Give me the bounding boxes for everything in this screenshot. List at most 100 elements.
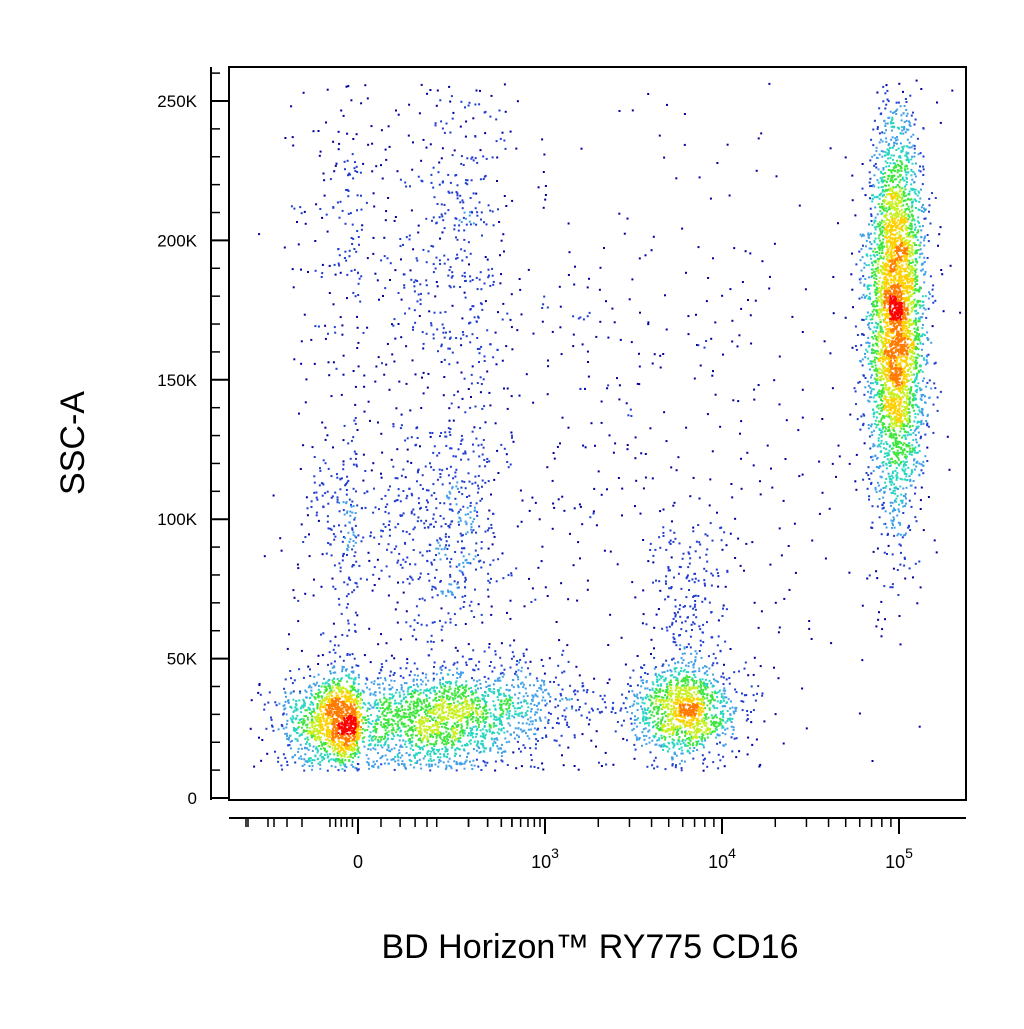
data-point xyxy=(390,654,393,657)
data-point xyxy=(399,745,402,748)
data-point xyxy=(449,434,452,436)
data-point xyxy=(652,721,654,724)
data-point xyxy=(876,91,879,94)
data-point xyxy=(712,370,714,373)
data-point xyxy=(664,580,667,583)
data-point xyxy=(898,82,901,85)
data-point xyxy=(353,518,356,521)
data-point xyxy=(382,295,384,297)
data-point xyxy=(571,705,574,708)
data-point xyxy=(324,682,327,685)
data-point xyxy=(821,418,824,420)
data-point xyxy=(439,619,441,622)
data-point xyxy=(360,208,363,211)
data-point xyxy=(401,514,404,517)
data-point xyxy=(567,660,570,663)
data-point xyxy=(914,412,917,415)
data-point xyxy=(875,321,877,324)
data-point xyxy=(492,704,495,707)
data-point xyxy=(457,673,460,676)
data-point xyxy=(402,490,405,492)
data-point xyxy=(471,333,474,336)
data-point xyxy=(459,443,462,445)
data-point xyxy=(400,763,403,765)
data-point xyxy=(485,223,488,226)
data-point xyxy=(455,769,458,772)
data-point xyxy=(436,328,439,331)
data-point xyxy=(444,750,447,753)
data-point xyxy=(448,337,451,340)
data-point xyxy=(524,687,527,690)
data-point xyxy=(461,397,464,400)
data-point xyxy=(430,494,433,497)
data-point xyxy=(867,233,870,236)
data-point xyxy=(351,666,354,669)
data-point xyxy=(446,496,449,499)
data-point xyxy=(319,761,322,764)
data-point xyxy=(332,585,335,588)
data-point xyxy=(544,704,547,707)
data-point xyxy=(497,751,500,754)
data-point xyxy=(445,749,448,752)
data-point xyxy=(873,255,876,258)
data-point xyxy=(865,472,868,474)
data-point xyxy=(580,147,583,150)
data-point xyxy=(824,557,827,560)
data-point xyxy=(712,761,715,764)
data-point xyxy=(415,683,418,686)
data-point xyxy=(408,103,411,106)
data-point xyxy=(456,487,459,490)
data-point xyxy=(430,561,433,564)
data-point xyxy=(936,101,938,104)
data-point xyxy=(318,154,321,157)
data-point xyxy=(398,694,401,697)
data-point xyxy=(545,702,548,705)
data-point xyxy=(340,109,343,112)
data-point xyxy=(450,558,453,561)
data-point xyxy=(430,648,433,651)
data-point xyxy=(433,196,436,199)
data-point xyxy=(939,121,942,124)
data-point xyxy=(629,684,632,687)
data-point xyxy=(366,761,369,764)
data-point xyxy=(726,727,729,730)
data-point xyxy=(870,185,873,187)
data-point xyxy=(378,691,381,694)
data-point xyxy=(463,377,466,380)
data-point xyxy=(480,218,482,221)
data-point xyxy=(422,347,425,350)
data-point xyxy=(406,494,409,497)
data-point xyxy=(722,755,725,758)
data-point xyxy=(708,751,711,754)
data-point xyxy=(418,745,420,748)
data-point xyxy=(719,700,722,702)
data-point xyxy=(469,734,472,737)
data-point xyxy=(716,700,719,703)
data-point xyxy=(905,460,908,463)
data-point xyxy=(474,475,477,478)
data-point xyxy=(383,236,386,239)
data-point xyxy=(612,763,615,766)
data-point xyxy=(292,698,295,701)
data-point xyxy=(347,195,350,198)
data-point xyxy=(341,634,344,636)
data-point xyxy=(672,746,675,749)
data-point xyxy=(300,706,303,709)
data-point xyxy=(446,557,449,560)
data-point xyxy=(683,646,686,649)
data-point xyxy=(885,140,888,143)
data-point xyxy=(683,647,686,650)
data-point xyxy=(506,461,509,463)
data-point xyxy=(290,105,293,108)
data-point xyxy=(461,684,463,687)
data-point xyxy=(922,472,925,475)
data-point xyxy=(613,321,616,324)
data-point xyxy=(752,694,755,697)
data-point xyxy=(640,679,643,682)
data-point xyxy=(423,522,426,525)
data-point xyxy=(797,429,800,432)
data-point xyxy=(509,724,512,727)
data-point xyxy=(882,167,885,169)
data-point xyxy=(448,680,451,683)
data-point xyxy=(291,682,294,685)
